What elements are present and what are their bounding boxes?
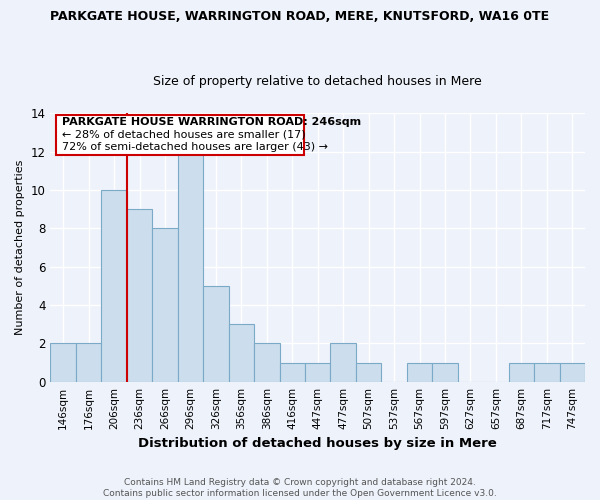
Bar [356,362,382,382]
Bar [432,362,458,382]
Text: PARKGATE HOUSE WARRINGTON ROAD: 246sqm: PARKGATE HOUSE WARRINGTON ROAD: 246sqm [62,118,361,128]
Text: ← 28% of detached houses are smaller (17): ← 28% of detached houses are smaller (17… [62,130,306,140]
Text: Contains HM Land Registry data © Crown copyright and database right 2024.
Contai: Contains HM Land Registry data © Crown c… [103,478,497,498]
Bar [305,362,331,382]
Bar [280,362,305,382]
Bar [560,362,585,382]
Bar [127,209,152,382]
Title: Size of property relative to detached houses in Mere: Size of property relative to detached ho… [154,76,482,88]
Text: 72% of semi-detached houses are larger (43) →: 72% of semi-detached houses are larger (… [62,142,328,152]
Bar [178,152,203,382]
Bar [152,228,178,382]
Text: PARKGATE HOUSE, WARRINGTON ROAD, MERE, KNUTSFORD, WA16 0TE: PARKGATE HOUSE, WARRINGTON ROAD, MERE, K… [50,10,550,23]
Bar [254,344,280,382]
Bar [229,324,254,382]
Bar [101,190,127,382]
Bar [76,344,101,382]
Bar [50,344,76,382]
Bar [331,344,356,382]
Y-axis label: Number of detached properties: Number of detached properties [15,160,25,335]
Bar [534,362,560,382]
X-axis label: Distribution of detached houses by size in Mere: Distribution of detached houses by size … [139,437,497,450]
Bar [407,362,432,382]
Bar [509,362,534,382]
FancyBboxPatch shape [56,115,304,155]
Bar [203,286,229,382]
